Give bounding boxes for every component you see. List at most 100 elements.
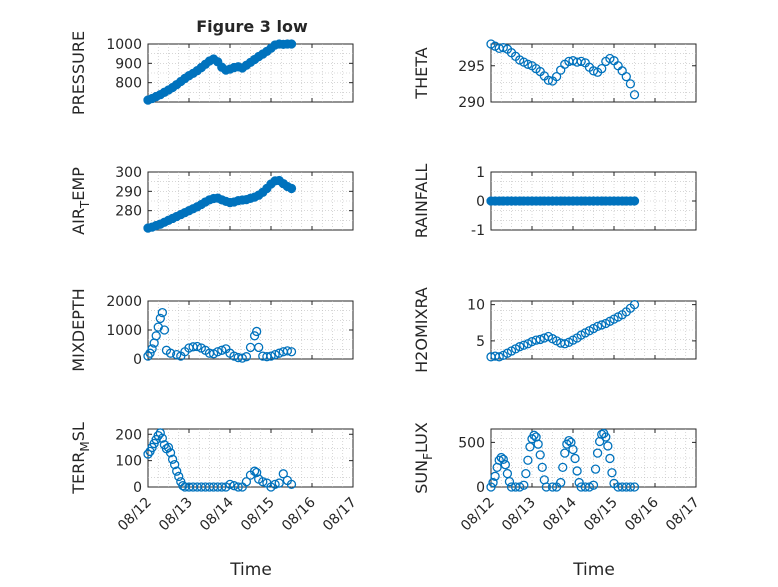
y-axis-label: THETA bbox=[412, 47, 431, 99]
data-point bbox=[163, 442, 174, 453]
panel-pressure: 800 900 1000 PRESSURE bbox=[69, 31, 354, 115]
y-axis-label: AIRTEMP bbox=[69, 167, 92, 235]
data-point bbox=[629, 482, 640, 492]
data-point bbox=[498, 454, 508, 464]
data-point bbox=[241, 477, 252, 487]
data-point bbox=[603, 441, 613, 451]
data-point bbox=[597, 64, 607, 74]
data-point bbox=[249, 331, 260, 341]
data-point bbox=[217, 345, 227, 355]
data-point bbox=[286, 347, 297, 357]
data-point bbox=[143, 351, 153, 361]
data-point bbox=[564, 435, 574, 446]
data-point bbox=[629, 299, 640, 310]
data-point bbox=[560, 339, 570, 349]
data-point bbox=[278, 469, 288, 479]
y-tick-label: 900 bbox=[115, 56, 142, 72]
data-point bbox=[523, 59, 533, 69]
data-point bbox=[172, 349, 182, 360]
data-point bbox=[145, 348, 155, 358]
figure-title: Figure 3 low bbox=[196, 17, 308, 36]
data-point bbox=[496, 452, 506, 463]
data-point bbox=[213, 347, 223, 357]
data-point bbox=[597, 320, 607, 330]
data-point bbox=[270, 349, 280, 360]
data-point bbox=[229, 351, 239, 361]
data-point bbox=[143, 449, 153, 459]
data-point bbox=[519, 480, 529, 490]
data-point bbox=[258, 477, 268, 487]
data-point bbox=[590, 464, 601, 474]
data-point bbox=[515, 342, 525, 352]
y-tick-label: 1 bbox=[476, 165, 485, 181]
data-point bbox=[169, 459, 180, 470]
panel-theta: 290 295 THETA bbox=[412, 39, 697, 111]
y-tick-label: -1 bbox=[471, 223, 485, 239]
y-tick-label: 2000 bbox=[106, 294, 142, 310]
data-point bbox=[165, 448, 176, 458]
x-axis-label-right: Time bbox=[572, 560, 615, 580]
y-tick-label: 0 bbox=[476, 480, 485, 496]
data-point bbox=[572, 466, 582, 476]
data-point bbox=[165, 348, 176, 358]
data-point bbox=[217, 482, 227, 492]
y-tick-label: 500 bbox=[458, 435, 485, 451]
data-point bbox=[286, 39, 297, 49]
data-point bbox=[547, 482, 558, 492]
data-point bbox=[535, 450, 545, 460]
data-point bbox=[533, 439, 543, 449]
data-point bbox=[172, 466, 182, 476]
y-axis-label: PRESSURE bbox=[69, 31, 88, 115]
data-point bbox=[625, 482, 636, 492]
y-tick-label: 1000 bbox=[106, 37, 142, 53]
data-point bbox=[629, 196, 640, 206]
data-point bbox=[607, 468, 617, 478]
data-point bbox=[601, 432, 611, 442]
y-axis-label: RAINFALL bbox=[412, 164, 431, 239]
data-point bbox=[621, 71, 631, 82]
y-tick-label: 0 bbox=[476, 194, 485, 210]
data-point bbox=[225, 479, 235, 490]
y-tick-label: 0 bbox=[133, 480, 142, 496]
data-point bbox=[574, 477, 584, 488]
data-point bbox=[270, 479, 280, 490]
data-point bbox=[274, 478, 284, 488]
x-axis-label-left: Time bbox=[229, 560, 272, 580]
y-axis-label: TERRMSL bbox=[69, 422, 92, 495]
data-point bbox=[233, 482, 243, 492]
data-point bbox=[155, 428, 165, 438]
data-point bbox=[625, 79, 636, 89]
panel-air-temp: 280 290 300 AIRTEMP bbox=[69, 165, 354, 235]
data-point bbox=[519, 340, 529, 350]
data-point bbox=[488, 477, 498, 488]
data-point bbox=[576, 56, 586, 67]
y-tick-label: 200 bbox=[115, 427, 142, 443]
data-point bbox=[560, 448, 570, 458]
y-tick-label: 295 bbox=[458, 59, 485, 75]
y-axis-label: H2OMIXRA bbox=[412, 287, 431, 373]
data-point bbox=[286, 479, 297, 490]
data-point bbox=[241, 352, 252, 362]
y-tick-label: 300 bbox=[115, 165, 142, 181]
data-point bbox=[147, 344, 157, 354]
data-point bbox=[605, 453, 615, 464]
data-point bbox=[251, 326, 262, 337]
data-point bbox=[192, 341, 202, 352]
data-point bbox=[157, 307, 168, 318]
data-point bbox=[494, 352, 504, 362]
data-point bbox=[592, 321, 603, 332]
data-point bbox=[178, 481, 188, 491]
data-point bbox=[558, 462, 568, 473]
data-point bbox=[486, 482, 496, 492]
y-axis-label: SUNFLUX bbox=[412, 422, 435, 494]
data-point bbox=[529, 430, 539, 440]
data-point bbox=[494, 455, 504, 465]
y-tick-label: 280 bbox=[115, 204, 142, 220]
data-point bbox=[500, 460, 511, 470]
data-point bbox=[629, 90, 640, 100]
data-point bbox=[167, 454, 178, 464]
data-point bbox=[592, 448, 603, 458]
data-point bbox=[537, 462, 547, 473]
data-point bbox=[249, 466, 260, 476]
data-point bbox=[543, 75, 554, 85]
